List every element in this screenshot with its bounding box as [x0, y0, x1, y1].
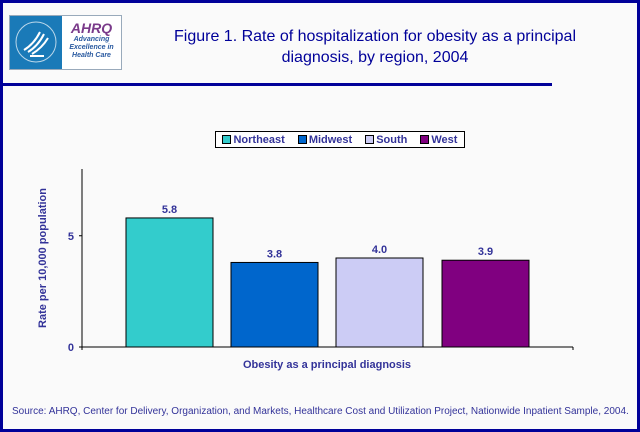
bar-south — [335, 257, 424, 348]
legend-swatch — [420, 135, 430, 144]
legend-item-northeast: Northeast — [222, 133, 285, 146]
legend-label: Midwest — [308, 133, 353, 146]
x-axis-label: Obesity as a principal diagnosis — [243, 359, 411, 371]
data-label: 3.8 — [267, 248, 282, 260]
y-tick-label: 5 — [68, 231, 74, 243]
ahrq-logo: AHRQ Advancing Excellence in Health Care — [9, 15, 122, 70]
legend-item-midwest: Midwest — [297, 133, 353, 146]
y-tick-label: 0 — [68, 342, 74, 354]
legend-label: South — [376, 133, 408, 146]
chart-title: Figure 1. Rate of hospitalization for ob… — [174, 28, 576, 66]
hhs-eagle-icon — [10, 16, 62, 69]
data-label: 4.0 — [372, 244, 387, 256]
legend-item-south: South — [365, 134, 407, 146]
legend-item-west: West — [420, 134, 457, 146]
legend-label: West — [431, 133, 458, 146]
legend-swatch — [365, 135, 375, 144]
ahrq-wordmark: AHRQ Advancing Excellence in Health Care — [62, 16, 121, 69]
chart-legend: Northeast Midwest South West — [215, 131, 465, 148]
y-axis-label: Rate per 10,000 population — [37, 188, 49, 328]
legend-label: Northeast — [233, 133, 285, 146]
legend-swatch — [297, 135, 307, 144]
bar-northeast — [125, 217, 214, 348]
data-label: 5.8 — [162, 204, 177, 216]
source-note: Source: AHRQ, Center for Delivery, Organ… — [12, 406, 629, 417]
bar-west — [441, 259, 530, 348]
header-divider — [0, 83, 552, 86]
legend-swatch — [222, 135, 232, 144]
bar-midwest — [230, 261, 319, 348]
data-label: 3.9 — [478, 246, 493, 258]
